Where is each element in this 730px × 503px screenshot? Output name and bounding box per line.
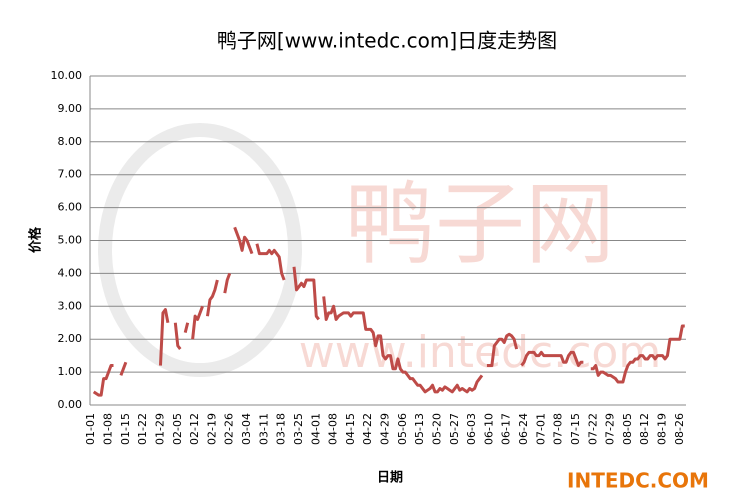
logo: INTEDC.COM <box>567 469 709 493</box>
x-tick-label: 07-22 <box>586 413 599 445</box>
watermark: www.intedc.com <box>299 327 661 378</box>
watermark-logo <box>98 123 302 377</box>
x-tick-label: 01-01 <box>84 413 97 445</box>
x-tick-label: 04-29 <box>379 413 392 445</box>
x-tick-label: 05-20 <box>430 413 443 445</box>
x-tick-label: 06-10 <box>482 413 495 445</box>
x-tick-label: 04-08 <box>327 413 340 445</box>
x-tick-label: 03-11 <box>257 413 270 445</box>
x-tick-label: 08-12 <box>638 413 651 445</box>
x-tick-label: 05-13 <box>413 413 426 445</box>
y-tick-label: 7.00 <box>58 168 83 181</box>
x-tick-label: 07-01 <box>534 413 547 445</box>
x-tick-label: 04-15 <box>344 413 357 445</box>
x-tick-label: 01-29 <box>153 413 166 445</box>
x-tick-label: 05-06 <box>396 413 409 445</box>
x-tick-label: 03-18 <box>275 413 288 445</box>
x-tick-label: 04-01 <box>309 413 322 445</box>
x-tick-label: 08-19 <box>656 413 669 445</box>
y-tick-label: 2.00 <box>58 332 83 345</box>
x-tick-label: 03-25 <box>292 413 305 445</box>
x-tick-label: 02-05 <box>171 413 184 445</box>
x-tick-label: 02-26 <box>223 413 236 445</box>
x-tick-label: 07-15 <box>569 413 582 445</box>
y-tick-label: 0.00 <box>58 398 83 411</box>
watermark: 鸭子网 <box>345 172 615 277</box>
x-tick-label: 06-17 <box>500 413 513 445</box>
y-tick-label: 1.00 <box>58 365 83 378</box>
x-tick-label: 06-03 <box>465 413 478 445</box>
y-tick-label: 6.00 <box>58 201 83 214</box>
y-tick-label: 9.00 <box>58 102 83 115</box>
x-tick-label: 02-12 <box>188 413 201 445</box>
chart-title: 鸭子网[www.intedc.com]日度走势图 <box>217 29 557 53</box>
x-tick-label: 03-04 <box>240 413 253 445</box>
x-tick-label: 04-22 <box>361 413 374 445</box>
x-tick-label: 07-08 <box>552 413 565 445</box>
x-tick-label: 02-19 <box>205 413 218 445</box>
y-axis-label: 价格 <box>28 226 44 253</box>
x-tick-label: 06-24 <box>517 413 530 445</box>
y-tick-label: 3.00 <box>58 299 83 312</box>
x-tick-label: 01-08 <box>102 413 115 445</box>
x-tick-label: 01-15 <box>119 413 132 445</box>
y-tick-label: 5.00 <box>58 234 83 247</box>
y-tick-label: 8.00 <box>58 135 83 148</box>
x-tick-label: 01-22 <box>136 413 149 445</box>
y-tick-label: 4.00 <box>58 266 83 279</box>
x-tick-label: 05-27 <box>448 413 461 445</box>
x-tick-label: 08-05 <box>621 413 634 445</box>
x-tick-label: 08-26 <box>673 413 686 445</box>
y-tick-label: 10.00 <box>51 69 83 82</box>
x-axis-label: 日期 <box>377 471 403 486</box>
line-series <box>92 226 685 397</box>
x-tick-label: 07-29 <box>604 413 617 445</box>
